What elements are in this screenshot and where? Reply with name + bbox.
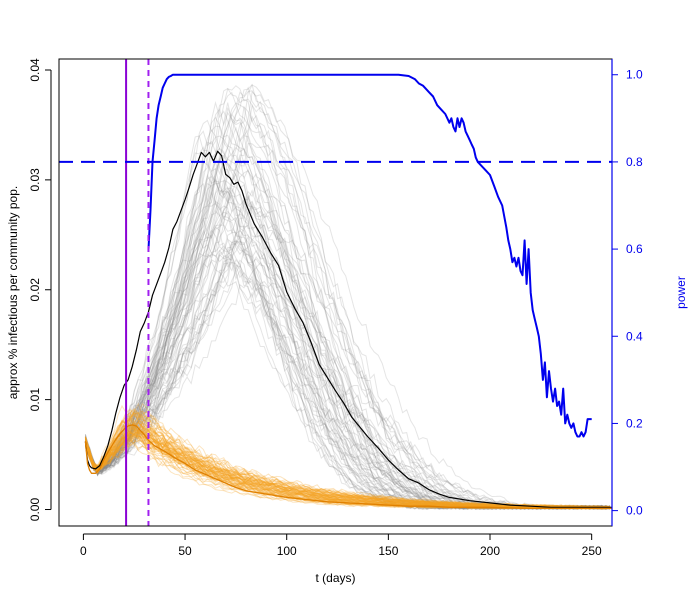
orange-trajectory-line [84, 409, 611, 510]
gray-trajectory-line [84, 224, 611, 510]
gray-trajectory-line [84, 161, 611, 510]
orange-trajectory-line [84, 415, 611, 509]
orange-trajectory-line [84, 421, 611, 509]
orange-trajectory-line [84, 407, 611, 509]
gray-trajectory-line [84, 187, 611, 510]
x-tick-label: 0 [80, 544, 87, 558]
gray-trajectory-line [84, 252, 611, 510]
y-right-tick-label: 0.2 [626, 416, 643, 430]
gray-trajectory-line [84, 261, 611, 510]
y-axis-label-right: power [674, 276, 688, 309]
gray-trajectory-line [84, 100, 611, 510]
orange-trajectory-line [84, 410, 611, 509]
gray-trajectory-line [84, 90, 611, 510]
orange-trajectory-line [84, 430, 611, 509]
x-tick-label: 250 [582, 544, 602, 558]
y-axis-label-left: approx % infectious per community pop. [6, 186, 20, 399]
y-right-tick-label: 0.4 [626, 329, 643, 343]
orange-trajectory-line [84, 421, 611, 508]
gray-trajectory-line [84, 146, 611, 510]
orange-trajectory-line [84, 411, 611, 509]
gray-trajectory-line [84, 154, 611, 510]
gray-trajectory-line [84, 84, 611, 510]
gray-trajectory-line [85, 258, 611, 510]
gray-trajectory-line [84, 188, 611, 510]
gray-trajectory-line [84, 129, 611, 510]
orange-trajectory-line [84, 408, 611, 509]
gray-trajectory-line [85, 85, 611, 510]
y-right-tick-label: 1.0 [626, 68, 643, 82]
gray-trajectory-line [84, 178, 611, 510]
orange-trajectory-line [84, 411, 611, 510]
power-series-line [147, 73, 592, 438]
x-tick-label: 150 [378, 544, 398, 558]
orange-trajectory-line [84, 418, 611, 509]
orange-trajectory-line [84, 431, 611, 510]
orange-trajectory-line [84, 404, 611, 508]
y-axis-right: 0.0 0.2 0.4 0.6 0.8 1.0 [611, 59, 643, 526]
y-left-tick-label: 0.01 [28, 388, 42, 412]
gray-trajectory-line [84, 175, 610, 510]
gray-trajectory-line [84, 240, 611, 510]
y-left-tick-label: 0.00 [28, 498, 42, 522]
orange-trajectory-line [84, 421, 611, 509]
y-left-tick-label: 0.02 [28, 278, 42, 302]
y-left-tick-label: 0.04 [28, 58, 42, 82]
gray-trajectory-line [84, 115, 611, 510]
gray-trajectory-line [85, 90, 611, 510]
orange-trajectory-line [84, 431, 611, 509]
highlighted-gray-series-line [84, 150, 612, 508]
orange-trajectory-line [84, 429, 611, 509]
gray-trajectory-line [84, 204, 611, 510]
y-right-tick-label: 0.8 [626, 155, 643, 169]
gray-trajectory-line [84, 116, 611, 510]
plot-marks [59, 59, 612, 526]
gray-trajectory-line [84, 182, 611, 510]
x-tick-label: 50 [178, 544, 192, 558]
orange-trajectory-line [84, 419, 611, 509]
orange-trajectory-line [85, 412, 611, 510]
orange-trajectory-line [84, 415, 611, 508]
orange-trajectory-line [84, 424, 611, 510]
y-right-tick-label: 0.0 [626, 504, 643, 518]
y-axis-left: 0.00 0.01 0.02 0.03 0.04 [28, 58, 52, 522]
gray-trajectory-line [84, 205, 611, 510]
y-right-tick-label: 0.6 [626, 242, 643, 256]
orange-trajectory-line [84, 425, 611, 510]
gray-trajectory-line [84, 202, 611, 510]
plot-area [59, 59, 612, 526]
gray-trajectory-line [84, 229, 611, 510]
gray-trajectory-line [84, 194, 610, 510]
orange-trajectory-line [84, 420, 611, 510]
highlighted-orange-series-line [84, 424, 612, 510]
orange-trajectory-line [84, 402, 611, 508]
y-left-tick-label: 0.03 [28, 168, 42, 192]
gray-trajectory-line [84, 105, 611, 510]
gray-trajectory-line [84, 126, 611, 510]
gray-trajectory-line [84, 143, 611, 510]
gray-trajectory-line [84, 135, 611, 510]
gray-trajectory-line [84, 240, 611, 510]
x-tick-label: 100 [277, 544, 297, 558]
orange-trajectory-line [84, 417, 611, 509]
gray-trajectory-line [84, 254, 611, 510]
gray-trajectory-line [84, 179, 611, 510]
gray-trajectory-line [84, 175, 611, 510]
gray-trajectory-line [84, 212, 611, 510]
x-axis: 0 50 100 150 200 250 [80, 533, 602, 558]
x-axis-label: t (days) [315, 571, 355, 585]
x-tick-label: 200 [480, 544, 500, 558]
